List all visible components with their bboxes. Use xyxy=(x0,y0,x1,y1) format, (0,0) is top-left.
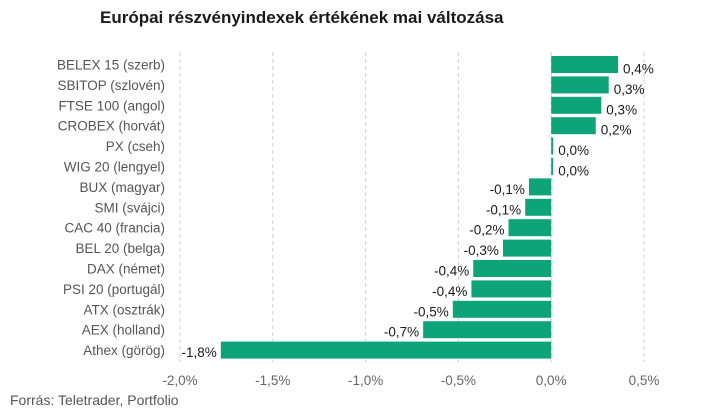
bar xyxy=(551,56,619,73)
value-label: 0,0% xyxy=(558,143,589,158)
x-tick-label: 0,0% xyxy=(536,373,567,388)
category-label: CROBEX (horvát) xyxy=(58,119,165,134)
bar xyxy=(502,239,552,257)
value-label: 0,4% xyxy=(623,62,654,77)
bar xyxy=(471,280,552,298)
value-label: -0,1% xyxy=(490,182,525,197)
value-label: 0,0% xyxy=(558,164,589,179)
x-tick-label: -1,0% xyxy=(348,373,383,388)
bar xyxy=(220,341,552,359)
value-label: -0,3% xyxy=(464,243,499,258)
bar xyxy=(528,178,552,196)
value-label: -1,8% xyxy=(182,345,217,360)
value-label: -0,7% xyxy=(384,325,419,340)
bar xyxy=(423,321,552,339)
bar xyxy=(525,198,552,216)
value-label: -0,1% xyxy=(486,202,521,217)
value-label: -0,2% xyxy=(469,223,504,238)
x-tick-label: -1,5% xyxy=(255,373,290,388)
bar xyxy=(551,117,596,135)
value-label: 0,3% xyxy=(614,82,645,97)
value-label: -0,4% xyxy=(434,264,469,279)
chart-title: Európai részvényindexek értékének mai vá… xyxy=(100,8,504,27)
category-label: FTSE 100 (angol) xyxy=(58,98,165,113)
x-axis-ticks: -2,0% -1,5% -1,0% -0,5% 0,0% 0,5% xyxy=(162,373,659,388)
bar xyxy=(551,137,554,155)
bar xyxy=(551,76,609,94)
category-label: WIG 20 (lengyel) xyxy=(64,160,165,175)
x-tick-label: -0,5% xyxy=(441,373,476,388)
bars xyxy=(220,56,619,359)
bar xyxy=(508,219,552,237)
category-label: BUX (magyar) xyxy=(79,180,165,195)
value-label: -0,4% xyxy=(432,284,467,299)
category-label: DAX (német) xyxy=(87,262,165,277)
category-label: PX (cseh) xyxy=(106,139,165,154)
category-label: SBITOP (szlovén) xyxy=(57,78,165,93)
value-labels: 0,4% 0,3% 0,3% 0,2% 0,0% 0,0% -0,1% -0,1% -0,2% -… xyxy=(182,62,654,361)
bar xyxy=(473,260,552,277)
category-label: SMI (svájci) xyxy=(95,200,166,215)
bar xyxy=(452,300,552,318)
bar xyxy=(551,158,554,175)
value-label: -0,5% xyxy=(414,304,449,319)
category-label: BELEX 15 (szerb) xyxy=(57,58,165,73)
source-note: Forrás: Teletrader, Portfolio xyxy=(10,392,179,408)
category-label: CAC 40 (francia) xyxy=(64,221,165,236)
value-label: 0,3% xyxy=(606,102,637,117)
category-label: Athex (görög) xyxy=(83,343,165,358)
category-label: BEL 20 (belga) xyxy=(75,241,165,256)
category-label: ATX (osztrák) xyxy=(83,302,165,317)
category-labels: BELEX 15 (szerb) SBITOP (szlovén) FTSE 100… xyxy=(57,58,165,359)
bar xyxy=(551,96,602,114)
x-tick-label: 0,5% xyxy=(629,373,660,388)
category-label: PSI 20 (portugál) xyxy=(63,282,165,297)
x-tick-label: -2,0% xyxy=(162,373,197,388)
category-label: AEX (holland) xyxy=(82,323,165,338)
value-label: 0,2% xyxy=(601,123,632,138)
